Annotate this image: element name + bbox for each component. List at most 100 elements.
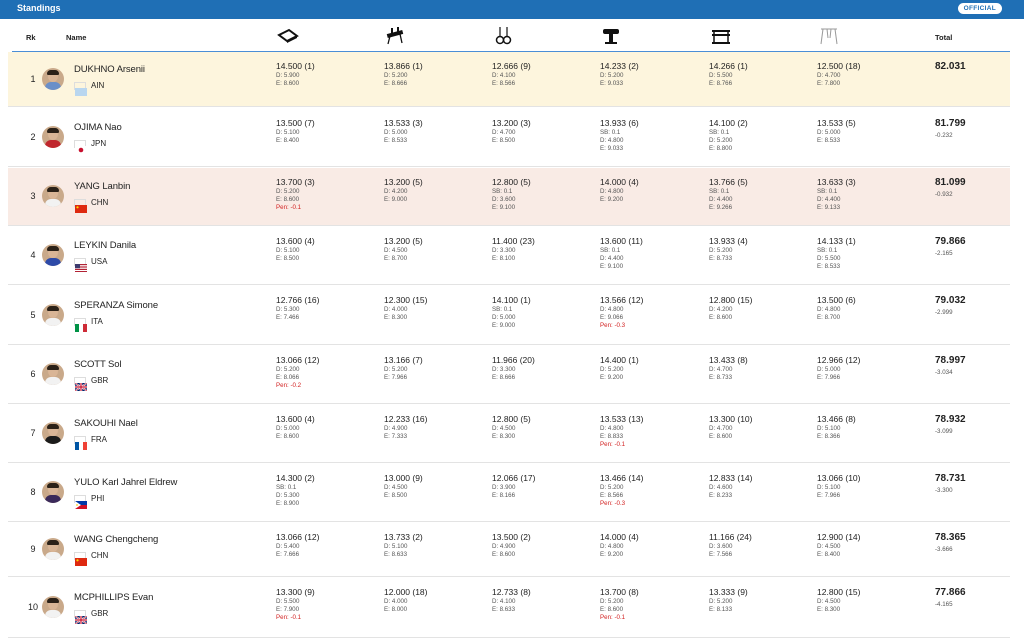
- apparatus-score-cell[interactable]: 12.666 (9) D: 4.100 E: 8.566: [492, 61, 592, 88]
- athlete-name[interactable]: WANG Chengcheng: [74, 534, 159, 545]
- apparatus-score: 12.300 (15): [384, 295, 428, 305]
- apparatus-score-cell[interactable]: 13.866 (1) D: 5.200 E: 8.666: [384, 61, 484, 88]
- apparatus-score-cell[interactable]: 13.933 (4) D: 5.200 E: 8.733: [709, 236, 809, 263]
- apparatus-score-cell[interactable]: 13.333 (9) D: 5.200 E: 8.133: [709, 587, 809, 614]
- apparatus-score-cell[interactable]: 13.933 (6) SB: 0.1 D: 4.800 E: 9.033: [600, 118, 700, 153]
- athlete-name[interactable]: SCOTT Sol: [74, 359, 122, 370]
- athlete-avatar: [42, 538, 64, 560]
- table-row[interactable]: 2 OJIMA Nao JPN 13.500 (7) D: 5.100 E: 8.400…: [8, 109, 1010, 167]
- apparatus-score-cell[interactable]: 11.966 (20) D: 3.300 E: 8.666: [492, 355, 592, 382]
- apparatus-score-cell[interactable]: 13.600 (11) SB: 0.1 D: 4.400 E: 9.100: [600, 236, 700, 271]
- table-row[interactable]: 10 MCPHILLIPS Evan GBR 13.300 (9) D: 5.500 E…: [8, 578, 1010, 638]
- apparatus-score-cell[interactable]: 14.100 (1) SB: 0.1 D: 5.000 E: 9.000: [492, 295, 592, 330]
- athlete-name[interactable]: DUKHNO Arsenii: [74, 64, 145, 75]
- apparatus-score-cell[interactable]: 13.500 (7) D: 5.100 E: 8.400: [276, 118, 376, 145]
- apparatus-score-cell[interactable]: 13.200 (5) D: 4.200 E: 9.000: [384, 177, 484, 204]
- table-row[interactable]: 3 YANG Lanbin CHN 13.700 (3) D: 5.200 E: 8.6…: [8, 168, 1010, 226]
- apparatus-score-cell[interactable]: 12.733 (8) D: 4.100 E: 8.633: [492, 587, 592, 614]
- table-row[interactable]: 7 SAKOUHI Nael FRA 13.600 (4) D: 5.000 E: 8.…: [8, 405, 1010, 463]
- athlete-name[interactable]: YANG Lanbin: [74, 181, 131, 192]
- apparatus-score: 13.533 (3): [384, 118, 423, 128]
- apparatus-score-cell[interactable]: 13.533 (3) D: 5.000 E: 8.533: [384, 118, 484, 145]
- apparatus-score-cell[interactable]: 13.200 (5) D: 4.500 E: 8.700: [384, 236, 484, 263]
- apparatus-score-cell[interactable]: 13.600 (4) D: 5.100 E: 8.500: [276, 236, 376, 263]
- apparatus-score-cell[interactable]: 14.000 (4) D: 4.800 E: 9.200: [600, 177, 700, 204]
- apparatus-score-cell[interactable]: 12.900 (14) D: 4.500 E: 8.400: [817, 532, 917, 559]
- pommel-horse-icon[interactable]: [385, 26, 407, 46]
- apparatus-score-cell[interactable]: 13.633 (3) SB: 0.1 D: 4.400 E: 9.133: [817, 177, 917, 212]
- apparatus-score-cell[interactable]: 14.500 (1) D: 5.900 E: 8.600: [276, 61, 376, 88]
- apparatus-score-cell[interactable]: 12.966 (12) D: 5.000 E: 7.966: [817, 355, 917, 382]
- apparatus-score-cell[interactable]: 12.000 (18) D: 4.000 E: 8.000: [384, 587, 484, 614]
- floor-icon[interactable]: [277, 26, 299, 46]
- apparatus-score-cell[interactable]: 13.466 (8) D: 5.100 E: 8.366: [817, 414, 917, 441]
- athlete-name[interactable]: MCPHILLIPS Evan: [74, 592, 154, 603]
- athlete-name[interactable]: YULO Karl Jahrel Eldrew: [74, 477, 178, 488]
- apparatus-score-cell[interactable]: 13.066 (10) D: 5.100 E: 7.966: [817, 473, 917, 500]
- vault-icon[interactable]: [601, 26, 623, 46]
- apparatus-score-cell[interactable]: 12.800 (5) SB: 0.1 D: 3.600 E: 9.100: [492, 177, 592, 212]
- athlete-name[interactable]: OJIMA Nao: [74, 122, 122, 133]
- table-row[interactable]: 8 YULO Karl Jahrel Eldrew PHI 14.300 (2) SB…: [8, 464, 1010, 522]
- apparatus-score-cell[interactable]: 13.533 (13) D: 4.800 E: 8.833 Pen: -0.1: [600, 414, 700, 449]
- apparatus-score-cell[interactable]: 11.400 (23) D: 3.300 E: 8.100: [492, 236, 592, 263]
- apparatus-score-cell[interactable]: 12.833 (14) D: 4.600 E: 8.233: [709, 473, 809, 500]
- apparatus-score-cell[interactable]: 12.766 (16) D: 5.300 E: 7.466: [276, 295, 376, 322]
- table-row[interactable]: 9 WANG Chengcheng CHN 13.066 (12) D: 5.400 E…: [8, 523, 1010, 577]
- apparatus-score-cell[interactable]: 14.000 (4) D: 4.800 E: 9.200: [600, 532, 700, 559]
- athlete-name[interactable]: SPERANZA Simone: [74, 300, 159, 311]
- apparatus-score-cell[interactable]: 12.500 (18) D: 4.700 E: 7.800: [817, 61, 917, 88]
- table-row[interactable]: 5 SPERANZA Simone ITA 12.766 (16) D: 5.300 E…: [8, 286, 1010, 345]
- parallel-bars-icon[interactable]: [710, 26, 732, 46]
- country-code: CHN: [91, 198, 109, 207]
- apparatus-score-cell[interactable]: 12.300 (15) D: 4.000 E: 8.300: [384, 295, 484, 322]
- apparatus-score-cell[interactable]: 14.100 (2) SB: 0.1 D: 5.200 E: 8.800: [709, 118, 809, 153]
- apparatus-score-cell[interactable]: 12.066 (17) D: 3.900 E: 8.166: [492, 473, 592, 500]
- apparatus-score-cell[interactable]: 13.300 (9) D: 5.500 E: 7.900 Pen: -0.1: [276, 587, 376, 622]
- apparatus-score-cell[interactable]: 13.600 (4) D: 5.000 E: 8.600: [276, 414, 376, 441]
- apparatus-score-cell[interactable]: 14.233 (2) D: 5.200 E: 9.033: [600, 61, 700, 88]
- apparatus-score-cell[interactable]: 13.300 (10) D: 4.700 E: 8.600: [709, 414, 809, 441]
- apparatus-score-cell[interactable]: 12.800 (15) D: 4.500 E: 8.300: [817, 587, 917, 614]
- apparatus-score-cell[interactable]: 14.133 (1) SB: 0.1 D: 5.500 E: 8.533: [817, 236, 917, 271]
- total-cell: 78.932 -3.099: [935, 414, 995, 436]
- apparatus-score-cell[interactable]: 13.066 (12) D: 5.400 E: 7.666: [276, 532, 376, 559]
- country-flag-icon: [74, 436, 87, 450]
- apparatus-score: 13.566 (12): [600, 295, 644, 305]
- country-flag-icon: [74, 552, 87, 566]
- apparatus-score-cell[interactable]: 13.433 (8) D: 4.700 E: 8.733: [709, 355, 809, 382]
- apparatus-score-cell[interactable]: 11.166 (24) D: 3.600 E: 7.566: [709, 532, 809, 559]
- apparatus-score-cell[interactable]: 14.266 (1) D: 5.500 E: 8.766: [709, 61, 809, 88]
- column-total-header[interactable]: Total: [935, 33, 953, 42]
- score-detail: E: 8.533: [817, 137, 841, 144]
- apparatus-score-cell[interactable]: 13.566 (12) D: 4.800 E: 9.066 Pen: -0.3: [600, 295, 700, 330]
- apparatus-score-cell[interactable]: 13.533 (5) D: 5.000 E: 8.533: [817, 118, 917, 145]
- horizontal-bar-icon[interactable]: [818, 26, 840, 46]
- apparatus-score-cell[interactable]: 12.800 (15) D: 4.200 E: 8.600: [709, 295, 809, 322]
- athlete-name[interactable]: LEYKIN Danila: [74, 240, 137, 251]
- apparatus-score-cell[interactable]: 13.166 (7) D: 5.200 E: 7.966: [384, 355, 484, 382]
- apparatus-score-cell[interactable]: 13.000 (9) D: 4.500 E: 8.500: [384, 473, 484, 500]
- apparatus-score-cell[interactable]: 13.066 (12) D: 5.200 E: 8.066 Pen: -0.2: [276, 355, 376, 390]
- rank-value: 9: [30, 544, 36, 554]
- column-name-header[interactable]: Name: [66, 33, 87, 42]
- apparatus-score-cell[interactable]: 13.500 (2) D: 4.900 E: 8.600: [492, 532, 592, 559]
- apparatus-score-cell[interactable]: 12.233 (16) D: 4.900 E: 7.333: [384, 414, 484, 441]
- apparatus-score-cell[interactable]: 13.766 (5) SB: 0.1 D: 4.400 E: 9.266: [709, 177, 809, 212]
- apparatus-score-cell[interactable]: 13.733 (2) D: 5.100 E: 8.633: [384, 532, 484, 559]
- apparatus-score-cell[interactable]: 12.800 (5) D: 4.500 E: 8.300: [492, 414, 592, 441]
- table-row[interactable]: 1 DUKHNO Arsenii AIN 14.500 (1) D: 5.900 E: …: [8, 52, 1010, 107]
- apparatus-score-cell[interactable]: 13.500 (6) D: 4.800 E: 8.700: [817, 295, 917, 322]
- apparatus-score-cell[interactable]: 13.466 (14) D: 5.200 E: 8.566 Pen: -0.3: [600, 473, 700, 508]
- apparatus-score-cell[interactable]: 13.700 (3) D: 5.200 E: 8.600 Pen: -0.1: [276, 177, 376, 212]
- apparatus-score-cell[interactable]: 14.400 (1) D: 5.200 E: 9.200: [600, 355, 700, 382]
- athlete-name[interactable]: SAKOUHI Nael: [74, 418, 138, 429]
- table-row[interactable]: 6 SCOTT Sol GBR 13.066 (12) D: 5.200 E: 8.06…: [8, 346, 1010, 404]
- apparatus-score-cell[interactable]: 13.700 (8) D: 5.200 E: 8.600 Pen: -0.1: [600, 587, 700, 622]
- score-detail: D: 5.500: [709, 72, 733, 79]
- rings-icon[interactable]: [493, 26, 515, 46]
- table-row[interactable]: 4 LEYKIN Danila USA 13.600 (4) D: 5.100 E: 8…: [8, 227, 1010, 285]
- column-rank-header[interactable]: Rk: [26, 33, 36, 42]
- apparatus-score-cell[interactable]: 14.300 (2) SB: 0.1 D: 5.300 E: 8.900: [276, 473, 376, 508]
- apparatus-score-cell[interactable]: 13.200 (3) D: 4.700 E: 8.500: [492, 118, 592, 145]
